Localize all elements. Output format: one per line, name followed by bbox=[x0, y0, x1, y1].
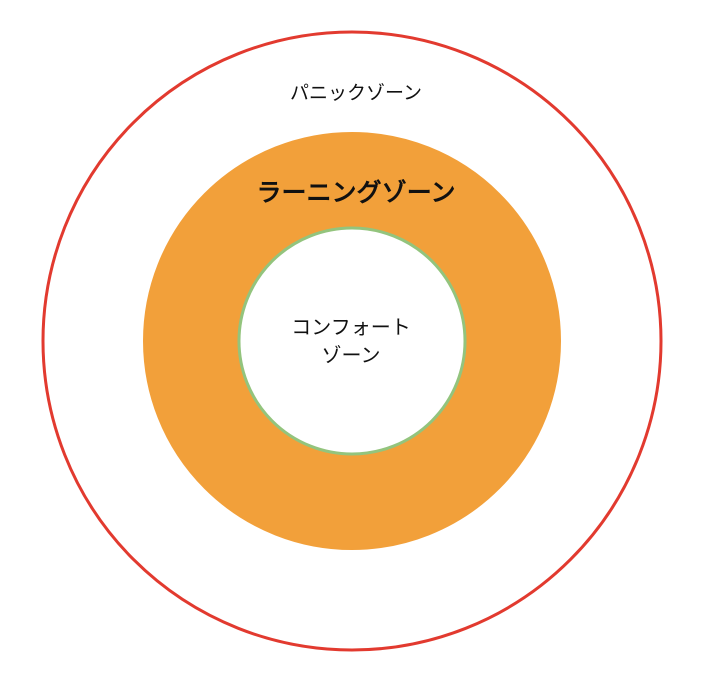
learning-zone-label: ラーニングゾーン bbox=[256, 178, 456, 207]
comfort-zone-label-line-2: ゾーン bbox=[321, 343, 381, 367]
comfort-zone-circle bbox=[237, 226, 467, 456]
comfort-zone-label: コンフォート ゾーン bbox=[251, 313, 451, 369]
comfort-zone-label-line-1: コンフォート bbox=[291, 315, 411, 339]
panic-zone-label: パニックゾーン bbox=[289, 82, 423, 104]
